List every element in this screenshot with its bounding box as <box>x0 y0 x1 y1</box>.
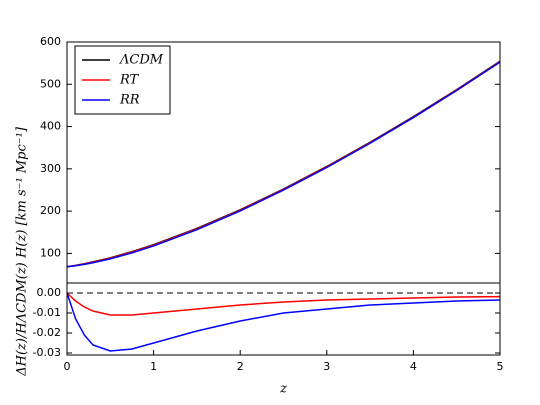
x-axis-label: z <box>279 382 287 397</box>
y-tick-label: 500 <box>40 77 61 90</box>
data-line <box>66 61 501 268</box>
y-tick-label: 0.00 <box>37 286 62 299</box>
data-line <box>66 292 501 352</box>
y-tick-label: 300 <box>40 162 61 175</box>
x-tick-label: 4 <box>410 360 417 373</box>
data-line <box>66 292 501 316</box>
y-tick-label: 200 <box>40 204 61 217</box>
y-tick-label: -0.03 <box>33 346 61 359</box>
legend-label: RT <box>119 73 140 88</box>
y-tick-label: 400 <box>40 120 61 133</box>
legend-label: RR <box>119 93 140 108</box>
y-tick-label: 600 <box>40 35 61 48</box>
x-tick-label: 5 <box>497 360 504 373</box>
x-tick-label: 0 <box>64 360 71 373</box>
x-tick-label: 3 <box>323 360 330 373</box>
y-axis-label: ΔH(z)/HΛCDM(z) <box>15 262 30 377</box>
legend-label: ΛCDM <box>119 53 164 68</box>
y-tick-label: 100 <box>40 246 61 259</box>
y-tick-label: -0.02 <box>33 326 61 339</box>
y-tick-label: -0.01 <box>33 306 61 319</box>
plot-frame <box>66 282 501 356</box>
x-tick-label: 2 <box>237 360 244 373</box>
x-tick-label: 1 <box>150 360 157 373</box>
y-axis-label: H(z) [km s⁻¹ Mpc⁻¹] <box>15 126 30 259</box>
